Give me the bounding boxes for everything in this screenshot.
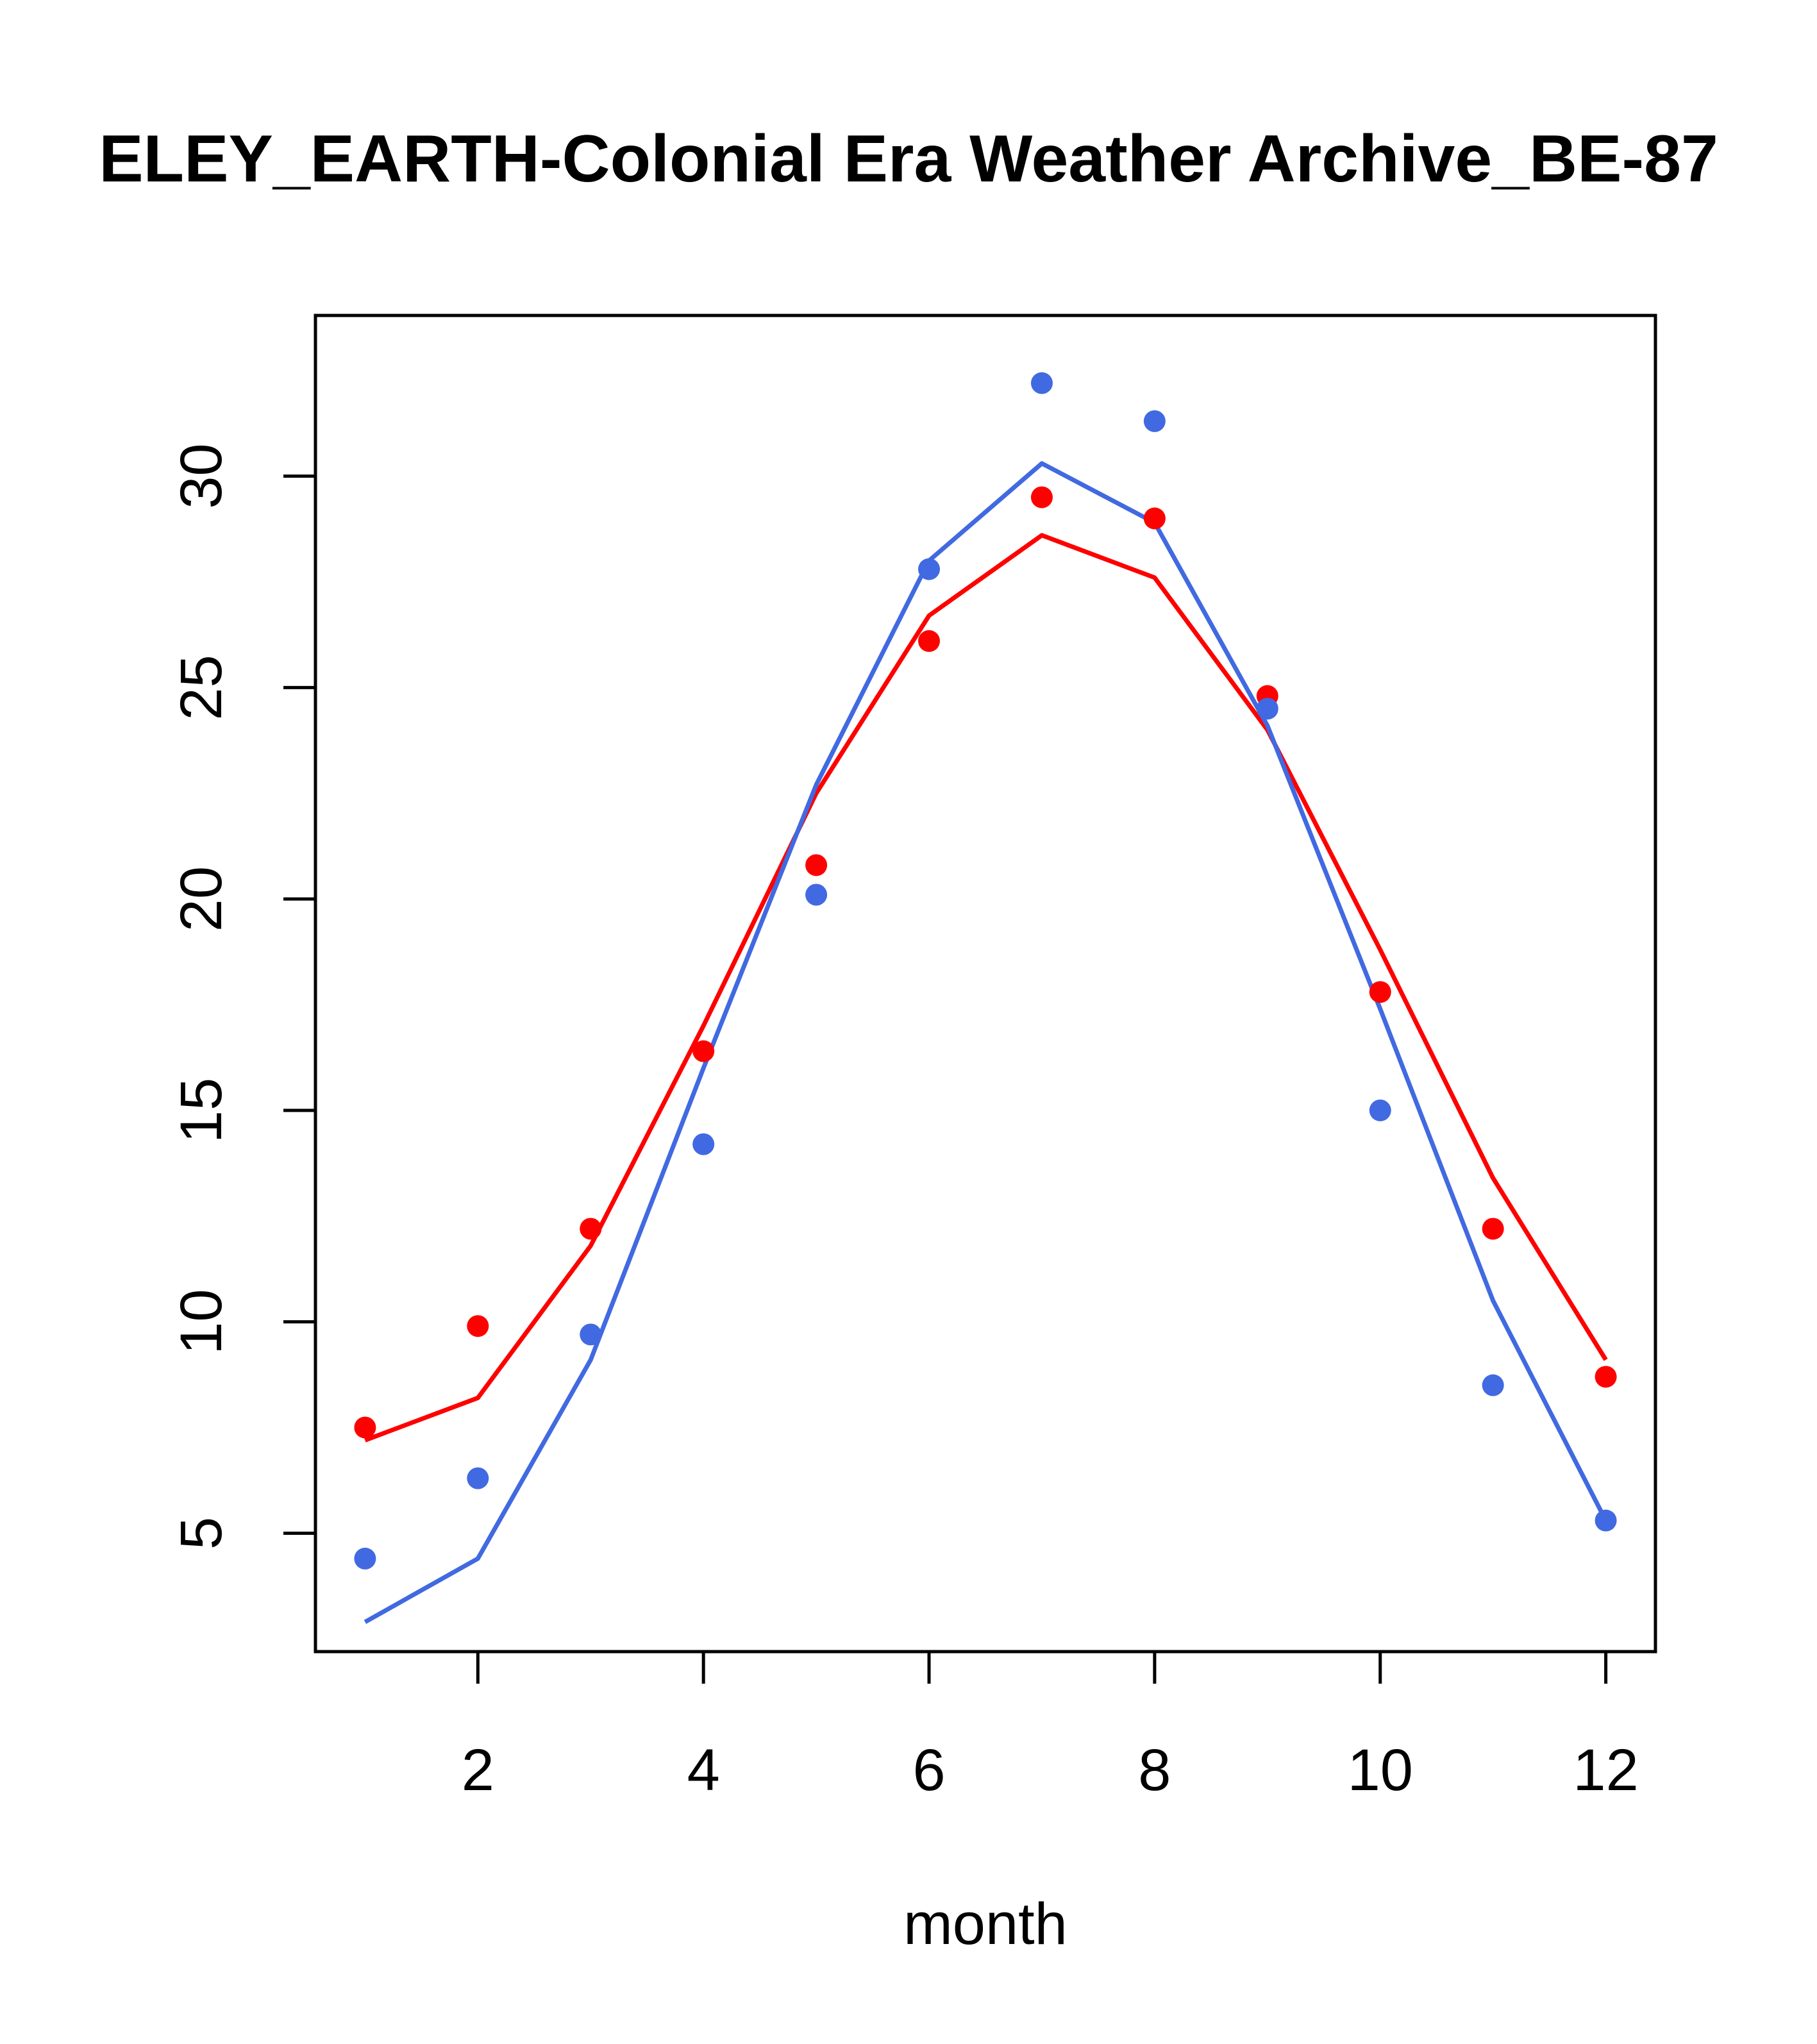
- data-point-red: [1482, 1218, 1504, 1240]
- x-axis: 2 4 6 8 10 12: [462, 1652, 1639, 1803]
- data-point-blue: [805, 884, 828, 906]
- data-point-blue: [1143, 410, 1166, 432]
- data-point-blue: [918, 558, 941, 580]
- data-point-blue: [1369, 1099, 1391, 1121]
- x-axis-title: month: [903, 1891, 1068, 1957]
- data-point-blue: [1256, 698, 1278, 720]
- series-line-blue: [364, 461, 1608, 1624]
- data-point-red: [1595, 1366, 1617, 1388]
- x-tick-label: 6: [912, 1738, 945, 1803]
- data-point-blue: [580, 1323, 602, 1346]
- x-tick-label: 10: [1348, 1738, 1413, 1803]
- data-point-red: [1369, 981, 1391, 1003]
- y-tick-label: 10: [169, 1289, 234, 1354]
- data-point-red: [1143, 507, 1166, 530]
- x-tick-label: 2: [462, 1738, 494, 1803]
- data-point-blue: [1030, 372, 1053, 394]
- y-tick-label: 30: [169, 443, 234, 508]
- plot-frame: [314, 314, 1657, 1654]
- data-point-red: [1030, 486, 1053, 508]
- series-line-red: [364, 533, 1608, 1443]
- data-point-red: [467, 1315, 489, 1337]
- y-axis: 5 10 15 20 25 30: [169, 443, 315, 1550]
- y-tick-label: 5: [169, 1517, 234, 1550]
- data-point-blue: [354, 1547, 376, 1570]
- data-point-red: [805, 854, 828, 876]
- x-tick-label: 4: [687, 1738, 720, 1803]
- data-point-blue: [467, 1467, 489, 1489]
- data-point-red: [918, 630, 941, 652]
- x-tick-label: 8: [1138, 1738, 1171, 1803]
- chart-title: ELEY_EARTH-Colonial Era Weather Archive_…: [99, 122, 1718, 196]
- series-lines: [364, 461, 1608, 1624]
- data-point-blue: [692, 1133, 715, 1155]
- data-point-blue: [1595, 1509, 1617, 1532]
- x-tick-label: 12: [1573, 1738, 1638, 1803]
- data-point-red: [580, 1218, 602, 1240]
- y-tick-label: 15: [169, 1078, 234, 1143]
- data-point-red: [354, 1416, 376, 1439]
- y-tick-label: 25: [169, 655, 234, 720]
- y-tick-label: 20: [169, 866, 234, 932]
- data-point-blue: [1482, 1374, 1504, 1396]
- data-point-red: [692, 1040, 715, 1062]
- series-points: [354, 372, 1617, 1570]
